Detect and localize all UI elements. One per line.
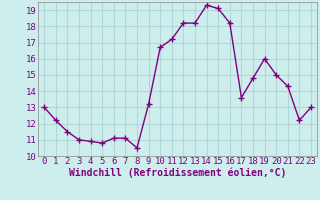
X-axis label: Windchill (Refroidissement éolien,°C): Windchill (Refroidissement éolien,°C) <box>69 168 286 178</box>
